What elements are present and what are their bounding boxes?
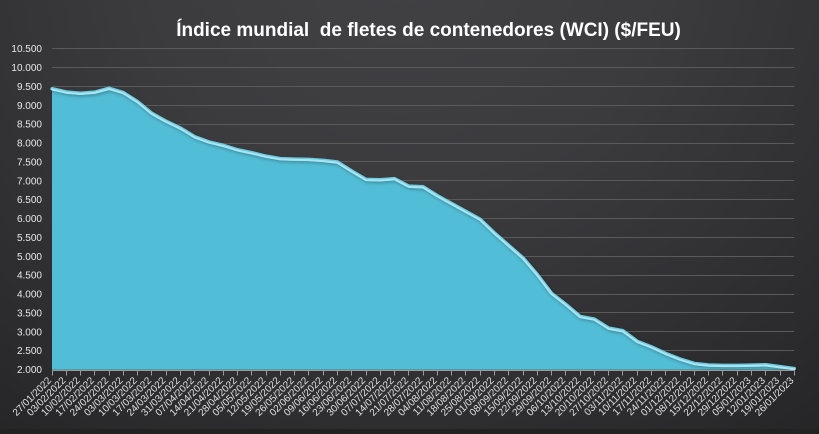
svg-text:4.500: 4.500 [17,271,42,282]
svg-text:7.000: 7.000 [17,176,42,187]
svg-text:5.000: 5.000 [17,252,42,263]
svg-text:9.500: 9.500 [17,82,42,93]
svg-text:7.500: 7.500 [17,158,42,169]
svg-text:4.000: 4.000 [17,290,42,301]
svg-text:8.500: 8.500 [17,120,42,131]
svg-text:2.500: 2.500 [17,346,42,357]
svg-text:5.500: 5.500 [17,233,42,244]
svg-text:3.500: 3.500 [17,309,42,320]
svg-text:6.000: 6.000 [17,214,42,225]
svg-text:9.000: 9.000 [17,101,42,112]
svg-text:2.000: 2.000 [17,365,42,376]
svg-text:8.000: 8.000 [17,139,42,150]
svg-text:6.500: 6.500 [17,195,42,206]
svg-text:10.500: 10.500 [11,44,42,55]
svg-text:10.000: 10.000 [11,63,42,74]
svg-text:3.000: 3.000 [17,327,42,338]
